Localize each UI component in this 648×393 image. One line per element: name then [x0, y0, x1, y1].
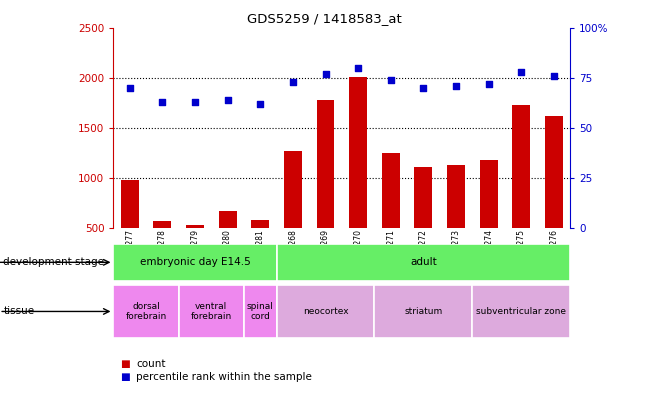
Point: [255, 101, 266, 107]
Text: percentile rank within the sample: percentile rank within the sample: [136, 372, 312, 382]
Bar: [113, 244, 277, 281]
Text: tissue: tissue: [3, 307, 34, 316]
Bar: [179, 285, 244, 338]
Point: [386, 77, 396, 83]
Bar: [121, 180, 139, 278]
Bar: [545, 116, 563, 278]
Text: count: count: [136, 358, 166, 369]
Bar: [513, 105, 530, 278]
Point: [190, 99, 200, 105]
Bar: [277, 285, 375, 338]
Text: ■ count: ■ count: [0, 392, 1, 393]
Bar: [382, 153, 400, 278]
Text: striatum: striatum: [404, 307, 443, 316]
Bar: [316, 100, 334, 278]
Text: ■: ■: [120, 358, 130, 369]
Bar: [186, 225, 204, 278]
Point: [124, 84, 135, 91]
Text: GDS5259 / 1418583_at: GDS5259 / 1418583_at: [247, 12, 401, 25]
Point: [516, 68, 526, 75]
Text: embryonic day E14.5: embryonic day E14.5: [139, 257, 250, 267]
Text: ■: ■: [120, 372, 130, 382]
Text: adult: adult: [410, 257, 437, 267]
Bar: [415, 167, 432, 278]
Bar: [154, 221, 171, 278]
Point: [157, 99, 168, 105]
Bar: [244, 285, 277, 338]
Point: [320, 70, 330, 77]
Bar: [480, 160, 498, 278]
Bar: [251, 220, 269, 278]
Text: dorsal
forebrain: dorsal forebrain: [126, 302, 167, 321]
Text: ■ percentile rank within the sample: ■ percentile rank within the sample: [0, 392, 1, 393]
Text: development stage: development stage: [3, 257, 104, 267]
Text: spinal
cord: spinal cord: [247, 302, 273, 321]
Point: [549, 72, 559, 79]
Bar: [375, 285, 472, 338]
Point: [222, 97, 233, 103]
Text: ventral
forebrain: ventral forebrain: [191, 302, 232, 321]
Text: subventricular zone: subventricular zone: [476, 307, 566, 316]
Bar: [284, 151, 302, 278]
Point: [451, 83, 461, 89]
Text: neocortex: neocortex: [303, 307, 349, 316]
Bar: [447, 165, 465, 278]
Bar: [218, 211, 237, 278]
Point: [418, 84, 428, 91]
Bar: [277, 244, 570, 281]
Point: [353, 64, 364, 71]
Point: [483, 81, 494, 87]
Bar: [472, 285, 570, 338]
Bar: [113, 285, 179, 338]
Point: [288, 79, 298, 85]
Bar: [349, 77, 367, 278]
